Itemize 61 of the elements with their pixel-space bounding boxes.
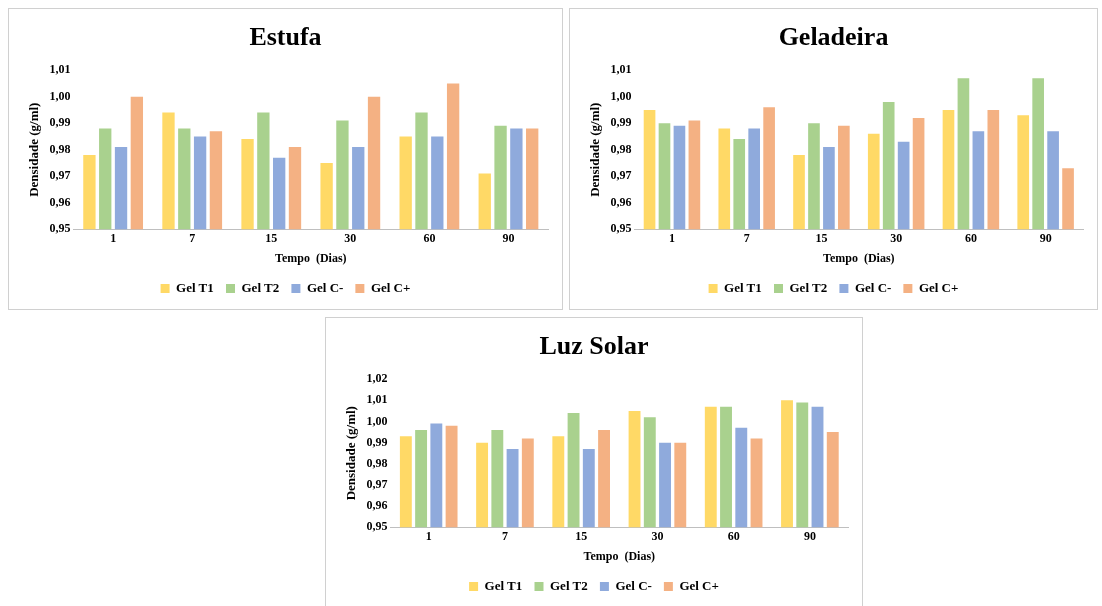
- legend-label: Gel T2: [789, 279, 828, 295]
- y-tick-label: 0,98: [610, 141, 632, 156]
- x-tick-label: 7: [189, 231, 196, 246]
- y-tick-label: 0,97: [610, 168, 632, 183]
- chart-title: Luz Solar: [539, 331, 649, 361]
- legend-label: Gel T1: [176, 279, 214, 295]
- x-tick-label: 15: [575, 529, 588, 544]
- legend-label: Gel T2: [550, 577, 588, 593]
- y-tick-label: 0,96: [49, 194, 71, 209]
- y-tick-label: 1,00: [366, 413, 388, 428]
- x-tick-label: 60: [423, 231, 436, 246]
- legend-label: Gel C+: [679, 577, 719, 593]
- legend-label: Gel C-: [306, 279, 344, 295]
- y-tick-label: 1,02: [366, 371, 388, 386]
- x-tick-label: 7: [743, 231, 750, 246]
- x-axis-title: Tempo (Dias): [823, 250, 895, 265]
- y-tick-label: 0,96: [610, 194, 632, 209]
- x-tick-label: 30: [890, 231, 903, 246]
- legend-label: Gel C+: [370, 279, 411, 295]
- x-tick-label: 90: [803, 529, 816, 544]
- y-tick-label: 0,96: [366, 498, 388, 513]
- y-tick-label: 0,95: [366, 519, 388, 534]
- y-tick-label: 0,98: [49, 141, 71, 156]
- y-tick-label: 0,97: [49, 168, 71, 183]
- x-axis-title: Tempo (Dias): [275, 250, 347, 265]
- x-tick-label: 1: [425, 529, 432, 544]
- y-tick-label: 1,01: [366, 392, 388, 407]
- x-tick-label: 60: [727, 529, 740, 544]
- y-tick-label: 1,01: [610, 62, 632, 77]
- y-tick-label: 1,00: [49, 88, 71, 103]
- y-tick-label: 0,95: [49, 221, 71, 236]
- y-axis-title: Densidade (g/ml): [26, 102, 42, 197]
- y-tick-label: 0,99: [610, 115, 632, 130]
- y-tick-label: 1,00: [610, 88, 632, 103]
- y-axis-title: Densidade (g/ml): [587, 102, 603, 197]
- legend-label: Gel C-: [854, 279, 892, 295]
- x-tick-label: 1: [110, 231, 117, 246]
- x-tick-label: 30: [651, 529, 664, 544]
- chart-title: Geladeira: [778, 22, 889, 52]
- x-tick-label: 1: [668, 231, 675, 246]
- legend-label: Gel T2: [241, 279, 280, 295]
- legend-label: Gel T1: [724, 279, 762, 295]
- y-tick-label: 1,01: [49, 62, 71, 77]
- x-tick-label: 60: [964, 231, 977, 246]
- y-tick-label: 0,98: [366, 455, 388, 470]
- y-tick-label: 0,99: [366, 434, 388, 449]
- x-tick-label: 90: [502, 231, 515, 246]
- x-tick-label: 15: [265, 231, 278, 246]
- x-tick-label: 90: [1039, 231, 1052, 246]
- y-tick-label: 0,97: [366, 477, 388, 492]
- x-axis-title: Tempo (Dias): [583, 548, 656, 563]
- y-tick-label: 0,99: [49, 115, 71, 130]
- x-tick-label: 30: [344, 231, 357, 246]
- legend-label: Gel C-: [615, 577, 652, 593]
- y-tick-label: 0,95: [610, 221, 632, 236]
- x-tick-label: 15: [815, 231, 828, 246]
- chart-title: Estufa: [249, 22, 322, 52]
- legend-label: Gel C+: [918, 279, 959, 295]
- legend-label: Gel T1: [484, 577, 523, 593]
- x-tick-label: 7: [501, 529, 508, 544]
- y-axis-title: Densidade (g/ml): [343, 406, 359, 501]
